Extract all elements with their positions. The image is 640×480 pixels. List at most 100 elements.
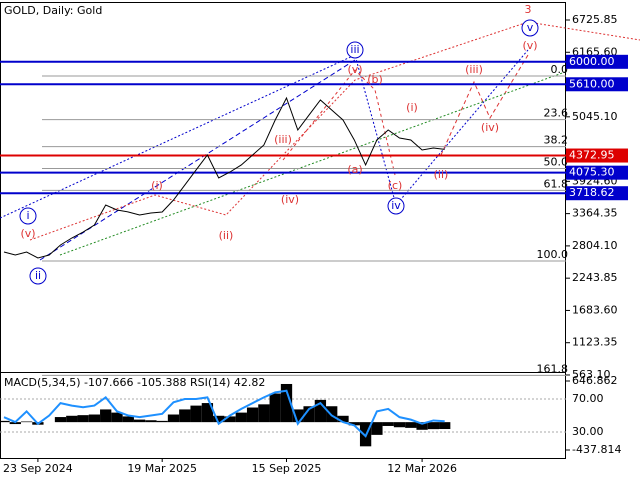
rsi-line [3,389,445,438]
macd-bar [179,409,191,423]
macd-bar [145,420,157,423]
price-line [3,96,445,259]
x-tick-label: 23 Sep 2024 [3,462,73,475]
wave-circle [19,207,37,225]
y-tick-label: 1123.35 [572,336,618,349]
plot-frame [0,2,566,459]
level-label: 4075.30 [569,166,615,179]
macd-bar [167,414,180,423]
y-tick-label: 646.862 [572,374,618,387]
macd-bar [111,412,123,423]
macd-bar [382,422,394,426]
level-label-box [566,165,628,180]
wave-label: iii [350,43,359,56]
macd-bar [0,420,10,423]
chart-title: GOLD, Daily: Gold [4,4,102,17]
macd-bar [54,417,67,423]
wave-label: (iv) [481,121,499,134]
wave-label: (ii) [219,229,234,242]
macd-bar [348,422,360,426]
wave-circle [387,197,405,215]
wave-label: 3 [525,3,532,16]
level-label-box [566,77,628,92]
wave-label: (v) [20,227,35,240]
macd-bar [122,416,134,423]
fib-label: 161.8 [537,362,569,375]
macd-bar [190,405,202,423]
macd-bar [292,409,304,423]
fib-label: 0.0 [551,63,569,76]
y-tick-label: -437.814 [572,443,621,456]
fib-label: 50.0 [544,155,569,168]
macd-bar [371,422,383,435]
macd-bar [280,383,293,423]
y-tick-label: 2804.10 [572,239,618,252]
macd-bar [201,403,214,423]
wave-label: (c) [388,179,403,192]
macd-bar [427,422,440,430]
macd-bar [77,415,89,423]
macd-bar [100,409,112,423]
level-label-box [566,186,628,201]
macd-bar [393,422,406,428]
macd-bar [20,421,33,423]
wave-label: (v) [347,63,362,76]
wave-label: (iii) [465,63,483,76]
indicator-title: MACD(5,34,5) -107.666 -105.388 RSI(14) 4… [4,376,265,389]
wave-circle [346,41,364,59]
wave-label: (v) [522,39,537,52]
wave-label: (iii) [274,133,292,146]
macd-bar [88,414,101,423]
macd-bar [416,422,428,430]
y2-tick-label: 30.00 [572,425,604,438]
macd-bar [405,422,417,428]
y-tick-label: 563.10 [572,368,611,381]
macd-bar [213,415,225,423]
wave-label: iv [391,199,401,212]
wave-label: (ii) [434,168,449,181]
trend-line [59,71,566,256]
macd-bar [156,420,168,423]
macd-bar [269,393,281,423]
wave-label: (iv) [281,193,299,206]
macd-bar [303,406,315,423]
wave-circle [29,267,47,285]
wave-label: (a) [347,163,362,176]
x-tick-label: 12 Mar 2026 [387,462,457,475]
level-label: 6000.00 [569,55,615,68]
y-tick-label: 3364.35 [572,207,618,220]
wave-label: (i) [406,101,418,114]
macd-bar [314,399,327,423]
level-label: 4372.95 [569,149,615,162]
y-tick-label: 1683.60 [572,303,618,316]
macd-bar [337,415,349,423]
wave-label: i [26,209,29,222]
wave-label: (b) [367,73,383,86]
macd-bar [235,412,247,423]
level-label: 3718.62 [569,186,615,199]
macd-bar [258,404,270,423]
y-tick-label: 5045.10 [572,110,618,123]
level-label: 5610.00 [569,77,615,90]
fib-label: 61.8 [544,177,569,190]
macd-bar [246,407,259,423]
forecast-line [440,54,529,156]
x-tick-label: 15 Sep 2025 [252,462,322,475]
y2-tick-label: 70.00 [572,392,604,405]
trend-line [0,49,529,219]
level-label-box [566,148,628,163]
y-tick-label: 2243.85 [572,271,618,284]
wave-label: (i) [151,179,163,192]
fib-label: 38.2 [544,134,569,147]
x-tick-label: 19 Mar 2025 [127,462,197,475]
fib-label: 100.0 [537,248,569,261]
wave-label: ii [35,269,41,282]
level-label-box [566,54,628,69]
fib-label: 23.6 [544,107,569,120]
wave-label: v [527,21,534,34]
macd-bar [66,415,78,423]
wave-circle [521,19,539,37]
trend-line [39,59,356,261]
macd-bar [439,422,451,430]
